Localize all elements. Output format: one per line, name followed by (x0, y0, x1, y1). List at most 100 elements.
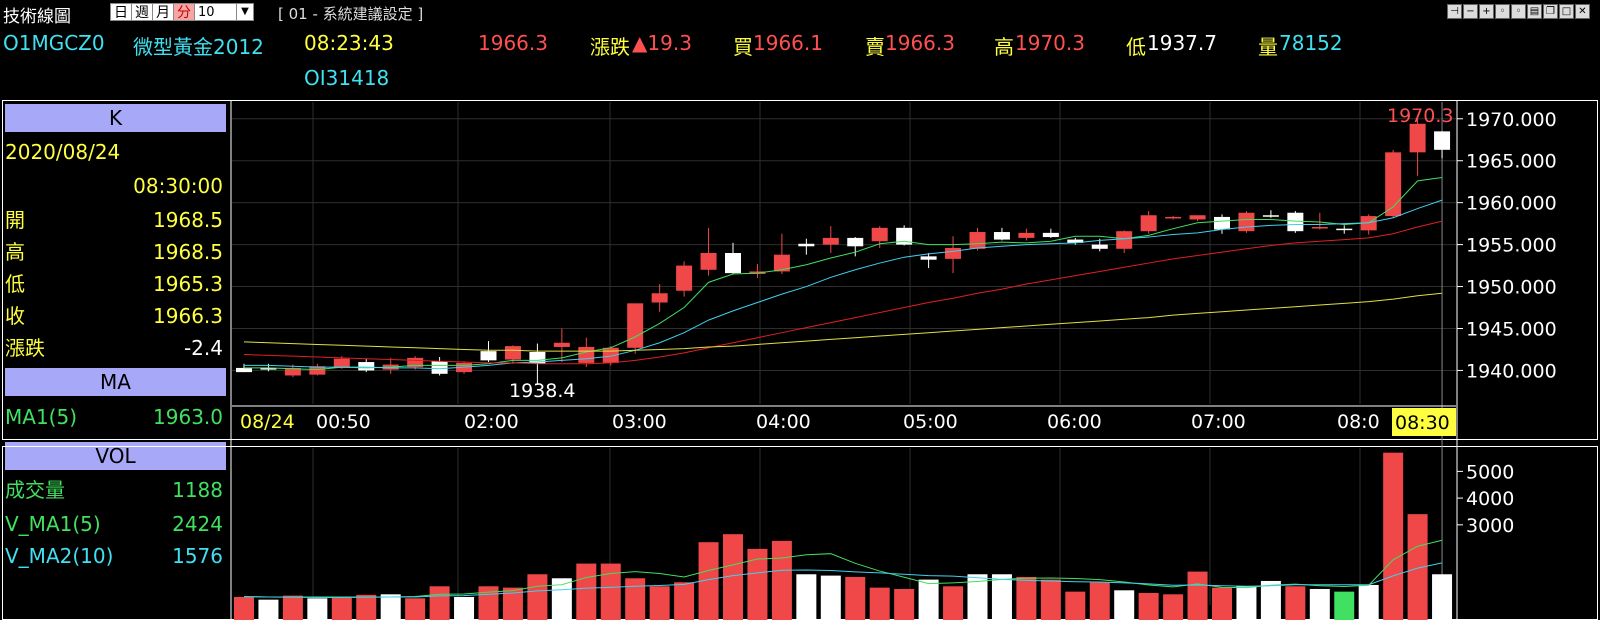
candle-body (333, 358, 350, 368)
quote-time: 08:23:43 (304, 31, 394, 55)
k-date-text: 2020/08/24 (5, 140, 121, 164)
k-high-label: 高 (5, 240, 25, 264)
ask-value: 1966.3 (885, 31, 955, 55)
candle-body (1238, 212, 1255, 232)
ma1-value: 1963.0 (153, 405, 223, 429)
interval-select[interactable]: 10 ▼ (194, 3, 254, 21)
pin-icon[interactable]: ⊣ (1447, 4, 1462, 19)
vol-y-tick-label: 5000 (1466, 461, 1514, 483)
candle-body (1336, 228, 1353, 231)
volume-bar (698, 542, 719, 620)
k-panel-header: K (5, 104, 226, 132)
volume-bar (1212, 587, 1232, 620)
volume-label: 量 (1258, 35, 1278, 59)
k-open-label: 開 (5, 208, 25, 232)
volume-bar (1138, 592, 1159, 620)
volume-bar (258, 599, 279, 620)
k-low-value: 1965.3 (153, 272, 223, 296)
layout-label[interactable]: [ 01 - 系統建議設定 ] (278, 5, 424, 23)
candle-body (1018, 232, 1035, 238)
price-grid (232, 102, 1456, 605)
title-bar: 技術線圖 日 週 月 分 10 ▼ [ 01 - 系統建議設定 ] ⊣ − + … (0, 0, 1600, 27)
volume-bar (1383, 452, 1404, 620)
volume-ma-line-1 (243, 539, 1443, 599)
volume-bar (600, 563, 621, 620)
candle-body (725, 253, 741, 274)
x-tick-label: 07:00 (1191, 411, 1246, 433)
k-low-label: 低 (5, 272, 25, 296)
x-tick-label: 04:00 (756, 411, 811, 433)
volume-axis: 5000 4000 3000 (1457, 461, 1514, 537)
volume-bar (820, 575, 841, 620)
candle-body (676, 265, 693, 291)
volume-bar (1040, 579, 1061, 620)
volume-plot (234, 452, 1453, 620)
zoom-in-icon[interactable]: ◦ (1511, 4, 1526, 19)
candle-body (1214, 216, 1230, 230)
k-open-value: 1968.5 (153, 208, 223, 232)
chevron-down-icon[interactable]: ▼ (236, 4, 253, 20)
candle-body (822, 237, 839, 245)
k-close-value: 1966.3 (153, 304, 223, 328)
cursor-time-box (1392, 408, 1456, 436)
period-week-button[interactable]: 週 (131, 3, 153, 21)
settings-icon[interactable]: ▤ (1527, 4, 1542, 19)
candle-body (651, 293, 668, 303)
volume-bar (625, 578, 646, 620)
vol-y-tick-label: 3000 (1466, 515, 1514, 537)
candle-body (920, 256, 937, 260)
ma-panel-header: MA (5, 368, 226, 396)
candle-body (480, 351, 497, 361)
y-tick-label: 1970.000 (1466, 109, 1557, 131)
close-icon[interactable]: ✕ (1575, 4, 1590, 19)
volume-bar (405, 598, 426, 620)
x-tick-label: 02:00 (464, 411, 519, 433)
maximize-icon[interactable]: □ (1559, 4, 1574, 19)
bid-label: 買 (733, 35, 753, 59)
volume-bar (551, 578, 572, 620)
period-day-button[interactable]: 日 (110, 3, 132, 21)
zoom-out-icon[interactable]: ◦ (1495, 4, 1510, 19)
volume-bar (967, 574, 988, 620)
candle-body (798, 243, 815, 247)
period-minute-button[interactable]: 分 (173, 3, 195, 21)
volume-bar (723, 534, 743, 620)
y-tick-label: 1960.000 (1466, 193, 1557, 215)
volume-bar (747, 548, 768, 620)
x-tick-label: 08:0 (1337, 411, 1380, 433)
vol-value: 1188 (172, 478, 223, 502)
plus-icon[interactable]: + (1479, 4, 1494, 19)
candle-body (1287, 212, 1304, 232)
interval-value: 10 (198, 5, 215, 20)
time-axis: 08/24 00:50 02:00 03:00 04:00 05:00 06:00 07:00… (232, 405, 1456, 436)
change-label: 漲跌 (590, 35, 630, 59)
candle-body (431, 361, 448, 374)
volume-bar (1334, 591, 1355, 620)
low-label: 低 (1126, 35, 1146, 59)
k-low-row: 低 1965.3 (5, 268, 225, 300)
volume-bar (1016, 576, 1037, 620)
candle-body (553, 342, 570, 347)
volume-bar (576, 563, 597, 620)
volume-bar (674, 582, 695, 620)
y-tick-label: 1945.000 (1466, 319, 1557, 341)
contract-name: 微型黃金2012 (133, 35, 264, 59)
volume-bar (1407, 514, 1428, 620)
k-high-value: 1968.5 (153, 240, 223, 264)
change-value: ▲19.3 (632, 31, 692, 55)
candle-body (847, 237, 864, 247)
ma1-row: MA1(5) 1963.0 (5, 401, 225, 433)
volume-bar (869, 587, 890, 620)
candle-body (284, 367, 301, 376)
volume-bar (380, 594, 401, 620)
volume-bar (282, 595, 303, 620)
volume-ma-line-2 (243, 562, 1443, 598)
candle-body (358, 362, 375, 371)
volume-bar (1163, 594, 1184, 620)
volume-bar (1236, 586, 1257, 620)
price-axis: 1970.000 1965.000 1960.000 1955.000 1950.000… (1457, 109, 1557, 382)
volume-bar (991, 574, 1012, 620)
restore-icon[interactable]: ❐ (1543, 4, 1558, 19)
minus-icon[interactable]: − (1463, 4, 1478, 19)
